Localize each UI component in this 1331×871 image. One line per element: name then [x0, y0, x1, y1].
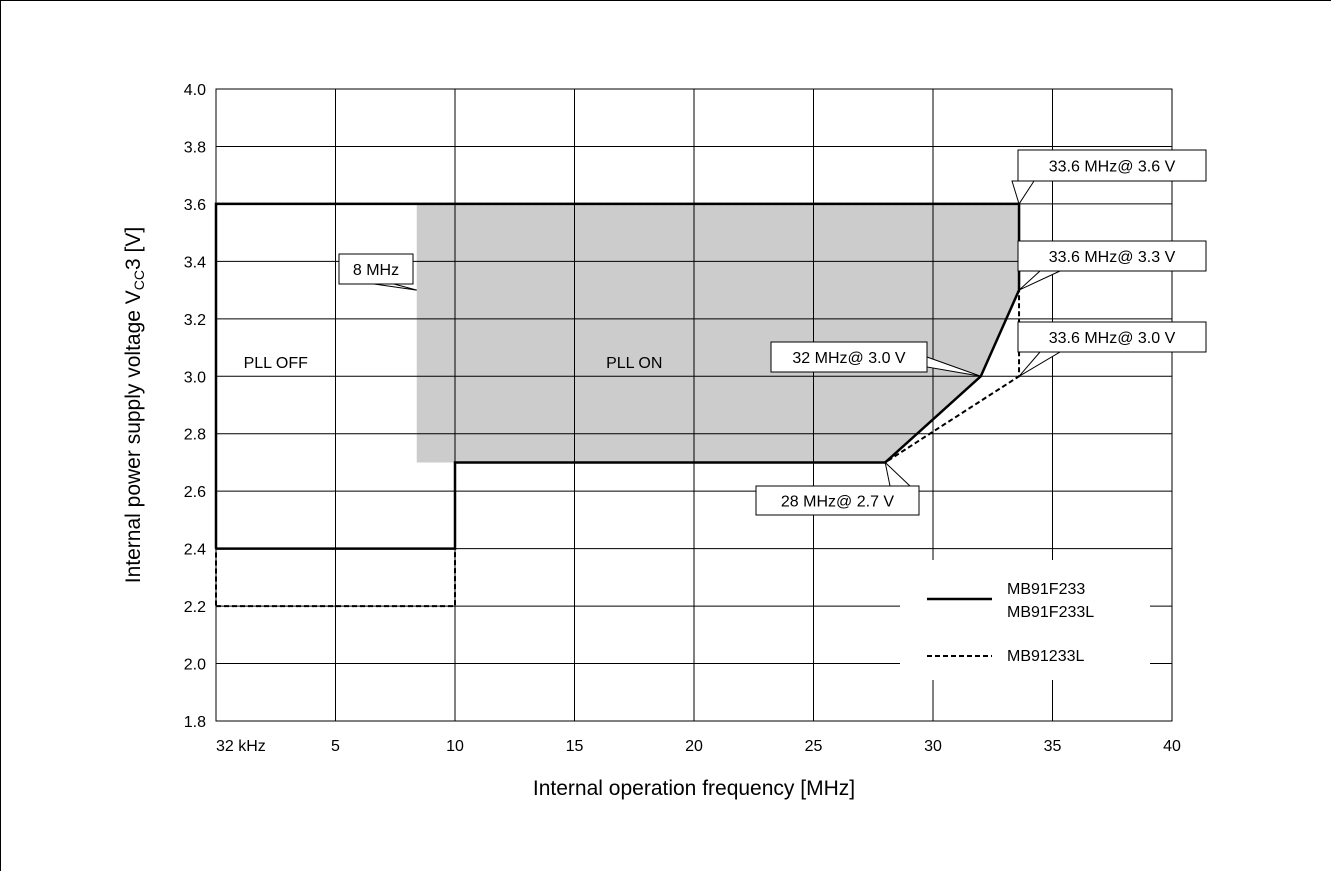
x-tick-label: 10: [446, 738, 464, 755]
y-tick-label: 3.8: [184, 139, 206, 156]
callout-label: 28 MHz@ 2.7 V: [781, 494, 895, 511]
callout-label: 33.6 MHz@ 3.0 V: [1049, 330, 1176, 347]
pll-off-label: PLL OFF: [244, 355, 309, 372]
legend-label: MB91233L: [1007, 648, 1084, 665]
y-tick-label: 2.2: [184, 599, 206, 616]
y-tick-label: 2.6: [184, 484, 206, 501]
y-axis-label-tail: 3 [V]: [122, 227, 145, 270]
callout-pointer: [885, 462, 910, 486]
x-tick-label: 30: [924, 738, 942, 755]
y-tick-label: 2.4: [184, 542, 206, 559]
x-axis-label: Internal operation frequency [MHz]: [533, 777, 855, 800]
y-tick-label: 3.2: [184, 312, 206, 329]
x-tick-label: 40: [1163, 738, 1181, 755]
legend-label: MB91F233: [1007, 581, 1085, 598]
callout-pointer: [374, 284, 417, 290]
callout-pointer: [1019, 271, 1060, 290]
legend-label: MB91F233L: [1007, 604, 1094, 621]
callout-label: 33.6 MHz@ 3.3 V: [1049, 249, 1176, 266]
x-tick-label: 35: [1044, 738, 1062, 755]
pll-on-label: PLL ON: [606, 355, 662, 372]
x-tick-label: 5: [331, 738, 340, 755]
x-tick-label: 32 kHz: [216, 738, 266, 755]
callout-pointer: [1019, 352, 1060, 376]
y-tick-label: 3.4: [184, 254, 206, 271]
callout-label: 33.6 MHz@ 3.6 V: [1049, 159, 1176, 176]
callout-pointer: [1012, 181, 1034, 204]
x-tick-label: 15: [566, 738, 584, 755]
y-axis-label-subscript: CC: [131, 270, 147, 290]
x-tick-label: 25: [805, 738, 823, 755]
callout-label: 8 MHz: [353, 262, 399, 279]
y-tick-label: 1.8: [184, 714, 206, 731]
y-axis-label: Internal power supply voltage VCC3 [V]: [122, 227, 147, 583]
callout-label: 32 MHz@ 3.0 V: [792, 350, 906, 367]
y-tick-label: 3.0: [184, 369, 206, 386]
x-tick-label: 20: [685, 738, 703, 755]
y-tick-label: 4.0: [184, 82, 206, 99]
y-tick-label: 2.8: [184, 427, 206, 444]
y-axis-label-main: Internal power supply voltage V: [122, 290, 145, 583]
y-tick-label: 3.6: [184, 197, 206, 214]
y-tick-label: 2.0: [184, 657, 206, 674]
